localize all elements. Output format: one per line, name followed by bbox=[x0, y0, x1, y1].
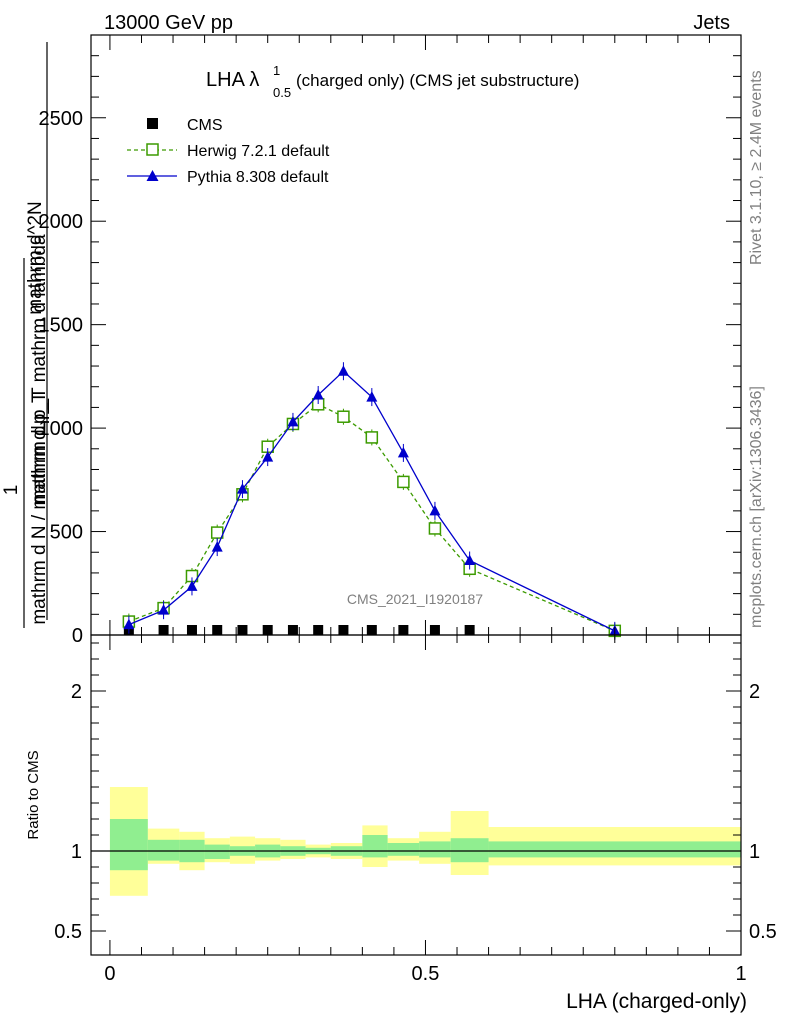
cms-point bbox=[429, 625, 440, 635]
side-rivet-label: Rivet 3.1.10, ≥ 2.4M events bbox=[748, 70, 765, 265]
ratio-stat-band-bin bbox=[387, 843, 420, 856]
x-tick-label: 0.5 bbox=[412, 963, 440, 985]
y-label-num: mathrm d^2N bbox=[25, 201, 46, 314]
ratio-y-tick-label: 2 bbox=[71, 681, 82, 703]
legend-herwig-marker bbox=[146, 143, 159, 156]
legend-cms-label: CMS bbox=[187, 117, 223, 134]
pythia-point bbox=[429, 504, 441, 516]
ratio-bands bbox=[109, 787, 741, 896]
chart-title: LHA λ 1 0.5 (charged only) (CMS jet subs… bbox=[206, 63, 579, 100]
x-tick-label: 0 bbox=[104, 963, 115, 985]
cms-point bbox=[158, 625, 169, 635]
legend: CMS Herwig 7.2.1 default Pythia 8.308 de… bbox=[127, 117, 330, 186]
pythia-point bbox=[337, 365, 349, 376]
ratio-stat-band-bin bbox=[488, 841, 741, 858]
legend-pythia-marker bbox=[146, 170, 159, 181]
pythia-point bbox=[236, 483, 248, 494]
title-subscript: 0.5 bbox=[273, 85, 291, 100]
main-y-tick-label: 2000 bbox=[39, 211, 84, 233]
ratio-panel bbox=[91, 635, 741, 955]
cms-point bbox=[338, 625, 349, 635]
ratio-stat-band-bin bbox=[419, 841, 451, 858]
main-y-tick-label: 2500 bbox=[39, 108, 84, 130]
side-mcplots-label: mcplots.cern.ch [arXiv:1306.3436] bbox=[748, 386, 765, 628]
herwig-point bbox=[365, 431, 379, 444]
main-y-tick-label: 1500 bbox=[39, 315, 84, 337]
pythia-point bbox=[366, 391, 378, 402]
ratio-y-tick-label: 0.5 bbox=[54, 921, 82, 943]
analysis-watermark: CMS_2021_I1920187 bbox=[347, 591, 483, 607]
ratio-y-tick-label-right: 1 bbox=[749, 841, 760, 863]
x-tick-label: 1 bbox=[735, 963, 746, 985]
title-main: LHA λ bbox=[206, 69, 259, 91]
legend-pythia-label: Pythia 8.308 default bbox=[187, 169, 329, 186]
pythia-point bbox=[287, 415, 299, 427]
ratio-stat-band-bin bbox=[204, 844, 230, 859]
cms-point bbox=[313, 625, 324, 635]
title-rest: (charged only) (CMS jet substructure) bbox=[296, 71, 579, 90]
ratio-y-tick-label: 1 bbox=[71, 841, 82, 863]
ratio-axis-ticks: 0.5 0.51 12 20 0.5 1 bbox=[54, 635, 777, 985]
cms-point bbox=[186, 625, 197, 635]
ratio-frame bbox=[90, 634, 742, 956]
y-label-norm: mathrm d N / mathrm d p_T bbox=[29, 391, 50, 625]
legend-cms-marker bbox=[147, 118, 158, 129]
main-y-tick-label: 500 bbox=[50, 522, 83, 544]
ratio-y-tick-label-right: 2 bbox=[749, 681, 760, 703]
main-y-tick-label: 1000 bbox=[39, 418, 84, 440]
cms-point bbox=[287, 625, 298, 635]
title-superscript: 1 bbox=[273, 63, 280, 78]
main-axis-ticks: 0 500 1000 1500 2000 2500 bbox=[39, 34, 742, 647]
cms-point bbox=[366, 625, 377, 635]
ratio-y-label: Ratio to CMS bbox=[25, 750, 42, 839]
herwig-point bbox=[397, 475, 410, 489]
main-y-tick-label: 0 bbox=[72, 625, 83, 647]
ratio-y-tick-label-right: 0.5 bbox=[749, 921, 777, 943]
ratio-stat-band-bin bbox=[109, 819, 148, 871]
herwig-point bbox=[210, 526, 224, 539]
pythia-point bbox=[123, 618, 135, 630]
pythia-point bbox=[464, 554, 476, 566]
y-label-den: mathrm d p_T mathrm d lambda bbox=[29, 234, 50, 505]
pythia-series-line bbox=[128, 370, 616, 632]
cms-point bbox=[212, 625, 223, 635]
herwig-series-line bbox=[128, 403, 616, 632]
x-axis-label: LHA (charged-only) bbox=[566, 990, 747, 1013]
cms-point bbox=[237, 625, 248, 635]
pythia-point bbox=[158, 604, 170, 615]
header-energy: 13000 GeV pp bbox=[104, 12, 233, 34]
ratio-stat-band-bin bbox=[450, 838, 489, 863]
ratio-stat-band-bin bbox=[147, 839, 180, 861]
pythia-point bbox=[397, 446, 409, 458]
header-process: Jets bbox=[693, 12, 730, 34]
cms-point bbox=[464, 625, 475, 635]
main-y-axis-label: mathrm d^2N mathrm d p_T mathrm d lambda… bbox=[1, 42, 50, 628]
pythia-point bbox=[211, 541, 223, 552]
main-panel bbox=[91, 35, 741, 635]
herwig-point bbox=[337, 410, 350, 423]
cms-point bbox=[398, 625, 409, 635]
ratio-stat-band-bin bbox=[362, 835, 388, 858]
legend-herwig-label: Herwig 7.2.1 default bbox=[187, 143, 330, 160]
herwig-point bbox=[428, 522, 442, 535]
pythia-point bbox=[186, 580, 198, 591]
y-label-one: 1 bbox=[1, 485, 22, 496]
pythia-point bbox=[312, 389, 324, 400]
pythia-point bbox=[262, 451, 274, 462]
